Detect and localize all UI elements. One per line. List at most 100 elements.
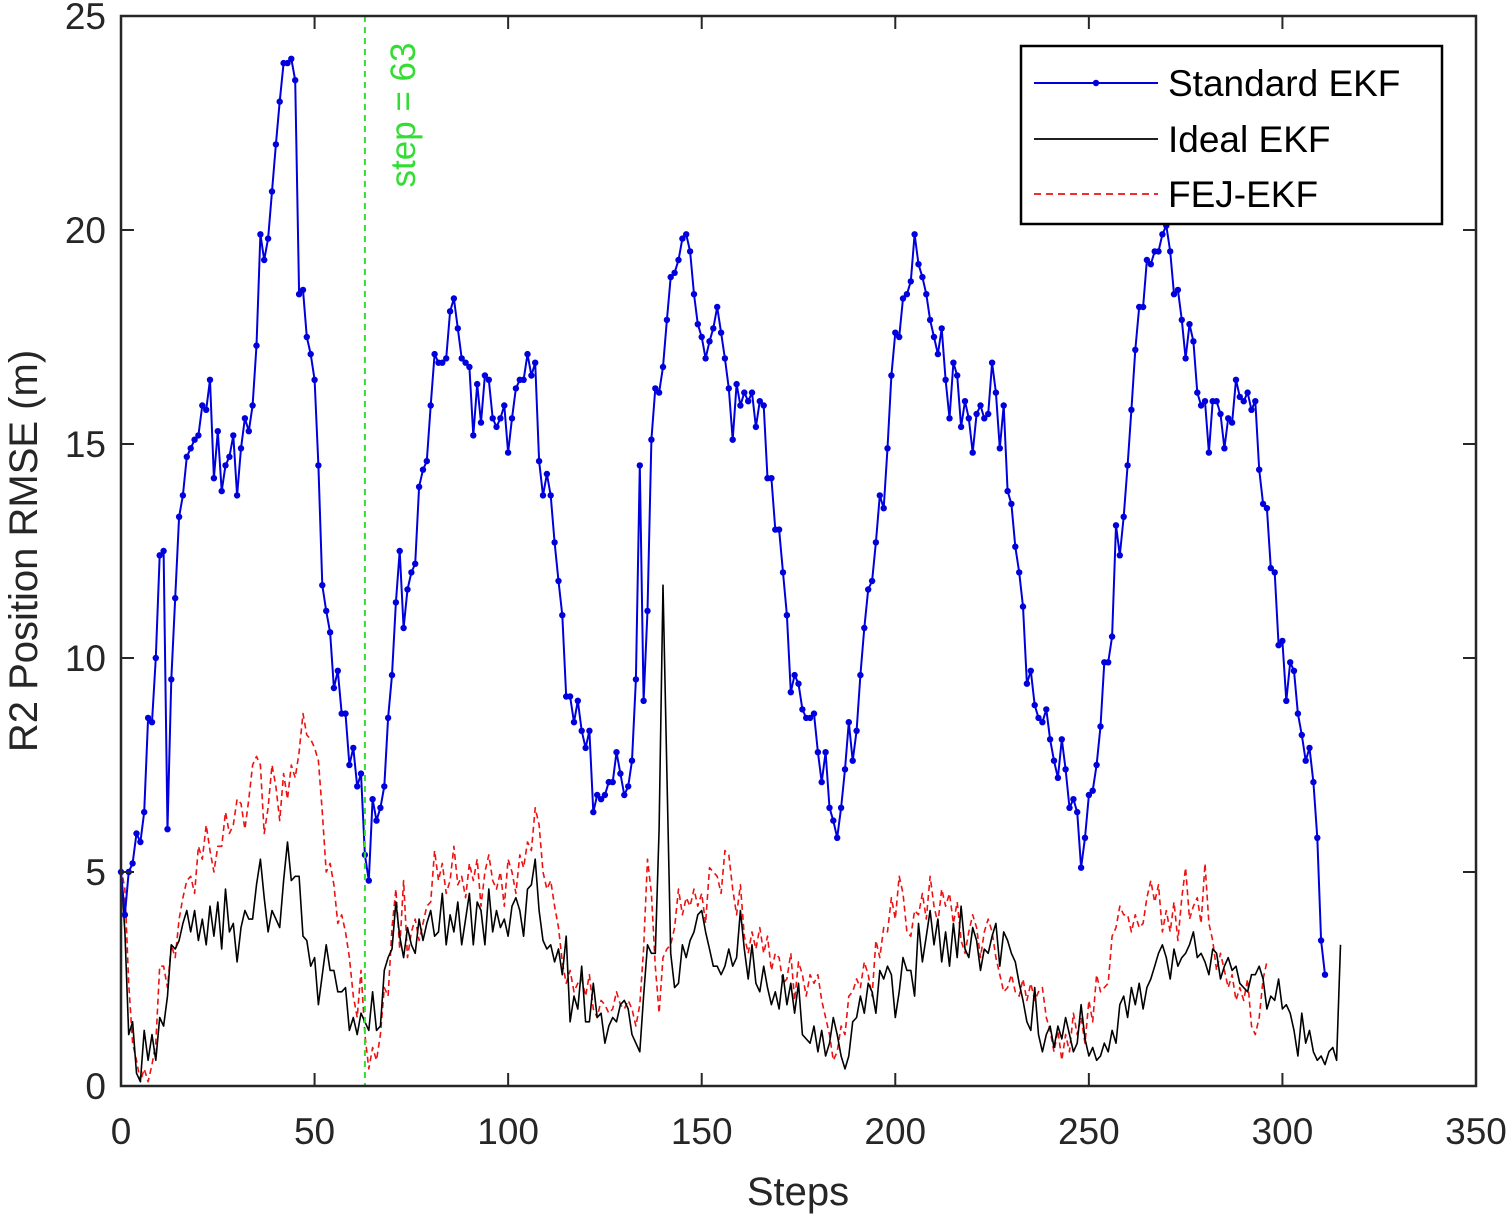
plot-frame [119, 14, 1478, 1088]
data-point [551, 539, 558, 546]
data-point [954, 372, 961, 379]
data-point [241, 415, 249, 422]
data-point [381, 783, 388, 790]
data-point [868, 577, 876, 585]
data-point [555, 577, 562, 585]
data-point [737, 402, 744, 409]
data-point [621, 791, 628, 799]
data-point [1263, 505, 1271, 512]
data-point [648, 436, 655, 443]
data-point [1310, 778, 1317, 786]
data-point [187, 445, 194, 452]
data-point [791, 671, 798, 679]
data-point [837, 804, 845, 811]
data-point [450, 295, 458, 302]
data-point [1306, 744, 1313, 752]
data-point [741, 389, 748, 396]
data-point [412, 560, 419, 567]
data-point [810, 710, 818, 717]
data-point [528, 372, 535, 379]
data-point [714, 303, 721, 311]
data-point [1256, 466, 1263, 473]
data-point [795, 680, 802, 687]
data-point [1201, 398, 1209, 405]
data-point [1062, 766, 1069, 773]
data-point [1225, 415, 1232, 422]
data-point [609, 778, 616, 786]
data-point [137, 838, 144, 846]
data-point [919, 273, 926, 281]
data-point [849, 757, 856, 764]
data-point [1128, 406, 1135, 413]
data-point [1097, 723, 1104, 730]
data-point [880, 505, 887, 512]
data-point [350, 744, 357, 752]
data-point [1012, 543, 1019, 550]
data-point [1279, 637, 1286, 645]
data-point [969, 449, 976, 456]
data-point [733, 380, 740, 388]
data-point [617, 770, 624, 777]
data-point [667, 273, 674, 281]
data-point [547, 492, 554, 499]
data-point [323, 607, 330, 615]
data-point [1302, 757, 1309, 764]
data-point [1174, 286, 1182, 294]
data-point [981, 415, 988, 422]
data-point [857, 671, 864, 679]
data-point [992, 389, 1000, 396]
data-point [141, 808, 148, 816]
data-point [307, 350, 314, 358]
data-point [706, 338, 713, 345]
data-point [535, 457, 543, 465]
data-point [419, 466, 427, 473]
marker-layer: step = 63 [363, 16, 423, 1086]
data-point [1267, 564, 1275, 572]
data-point [191, 436, 198, 443]
data-point [574, 697, 581, 704]
data-point [1317, 937, 1325, 944]
data-point [1147, 261, 1155, 268]
data-point [1035, 714, 1042, 722]
data-point [524, 350, 531, 358]
data-point [415, 483, 423, 490]
data-point [156, 552, 163, 559]
data-point [710, 325, 717, 332]
data-point [1259, 500, 1267, 508]
data-point [601, 791, 609, 799]
data-point [144, 714, 152, 722]
data-point [1244, 389, 1251, 396]
data-point [489, 415, 496, 422]
x-tick-label: 350 [1445, 1111, 1507, 1152]
data-point [1023, 680, 1031, 687]
data-point [594, 791, 601, 799]
data-point [597, 796, 605, 803]
data-point [504, 449, 512, 456]
data-point [1112, 522, 1120, 529]
data-point [446, 308, 454, 315]
data-point [152, 654, 159, 662]
data-point [1314, 834, 1321, 841]
data-point [694, 321, 701, 328]
data-point [1058, 736, 1066, 743]
data-point [745, 398, 752, 405]
legend: Standard EKF Ideal EKF FEJ-EKF [1019, 44, 1444, 226]
data-point [218, 487, 225, 495]
data-point [1043, 706, 1050, 713]
data-point [1217, 410, 1224, 418]
data-point [652, 385, 659, 392]
legend-box [1019, 44, 1444, 226]
data-point [532, 359, 539, 366]
data-point [292, 77, 299, 84]
y-tick-label: 25 [65, 0, 106, 37]
data-point [1054, 774, 1062, 781]
data-point [865, 586, 872, 593]
legend-label-standard-ekf: Standard EKF [1168, 63, 1400, 104]
data-point [1093, 761, 1100, 769]
data-point [1132, 346, 1139, 353]
data-point [261, 256, 268, 264]
data-point [458, 355, 465, 362]
data-point [578, 727, 585, 734]
data-point [783, 612, 791, 619]
x-tick-label: 250 [1058, 1111, 1120, 1152]
